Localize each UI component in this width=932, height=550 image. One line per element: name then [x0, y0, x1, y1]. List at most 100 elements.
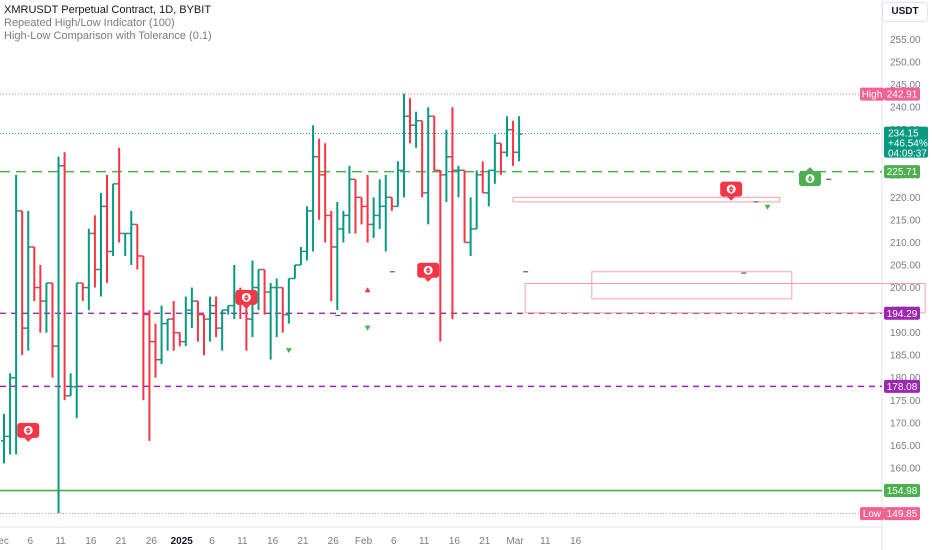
arrow-down-glyph — [243, 297, 249, 301]
ohlc-bar — [310, 125, 317, 252]
marker-pointer — [424, 277, 433, 282]
ohlc-bar — [43, 282, 50, 333]
ohlc-bar — [219, 309, 226, 351]
ohlc-bar — [510, 120, 517, 166]
ohlc-bar — [7, 373, 14, 455]
arrow-down-glyph — [807, 179, 813, 183]
y-tick-label: 210.00 — [890, 238, 921, 249]
indicator-high-low-comparison[interactable]: High-Low Comparison with Tolerance (0.1) — [4, 30, 212, 42]
x-tick-label: 21 — [116, 536, 128, 547]
ohlc-bar — [334, 201, 341, 311]
sell-marker — [17, 422, 40, 442]
marker-pointer — [242, 304, 251, 309]
level-axis-label: 242.91 High — [860, 87, 920, 101]
ohlc-bar — [376, 179, 383, 229]
ohlc-bar — [291, 264, 298, 280]
ohlc-bar — [225, 304, 232, 315]
ohlc-bar — [346, 165, 353, 234]
currency-button[interactable]: USDT — [882, 2, 928, 22]
arrow-up-glyph — [425, 267, 431, 271]
ohlc-bar — [140, 255, 147, 401]
ohlc-bar — [146, 310, 153, 441]
ohlc-bar — [122, 232, 129, 256]
ohlc-bar — [255, 268, 262, 311]
x-tick-label: 11 — [237, 536, 248, 547]
axis-prefix-text: Low — [863, 509, 882, 520]
marker-pointer — [24, 437, 33, 442]
symbol-title[interactable]: XMRUSDT Perpetual Contract, 1D, BYBIT — [4, 4, 212, 16]
countdown: 04:09:37 — [888, 149, 927, 160]
ohlc-bar — [400, 93, 407, 198]
ohlc-bar — [279, 286, 286, 333]
ohlc-bar — [431, 115, 438, 172]
arrow-up-glyph — [25, 427, 31, 431]
ohlc-bar — [413, 111, 420, 148]
ohlc-bar — [461, 169, 468, 244]
arrow-up-glyph — [807, 175, 813, 179]
ohlc-bar — [328, 210, 335, 302]
ohlc-bar — [91, 215, 98, 288]
axis-label-box — [884, 507, 920, 521]
ohlc-bar — [479, 161, 486, 194]
marker-pointer — [805, 167, 814, 172]
ohlc-bar — [134, 223, 141, 270]
price-value: 234.15 — [888, 129, 919, 140]
axis-label-box — [884, 165, 920, 179]
sell-marker — [417, 262, 440, 282]
x-tick-label: 26 — [328, 536, 340, 547]
sell-marker — [720, 181, 743, 201]
ohlc-bar — [85, 228, 92, 311]
axis-prefix-box — [860, 507, 884, 521]
axis-label-box — [884, 306, 920, 320]
axis-label-box — [884, 87, 920, 101]
ohlc-bar — [419, 119, 426, 198]
ohlc-bar — [116, 147, 123, 243]
axis-label-box — [884, 484, 920, 498]
ohlc-series — [1, 93, 523, 513]
ohlc-bar — [67, 373, 74, 397]
axis-label-box — [884, 379, 920, 393]
ohlc-bar — [49, 282, 56, 378]
ohlc-bar — [497, 142, 504, 175]
y-tick-label: 180.00 — [890, 373, 921, 384]
signal-triangle — [764, 204, 771, 210]
x-tick-label: 11 — [419, 536, 430, 547]
ohlc-bar — [437, 169, 444, 342]
ohlc-bar — [382, 174, 389, 252]
ohlc-bar — [322, 143, 329, 243]
ohlc-bar — [170, 301, 177, 351]
y-tick-label: 190.00 — [890, 328, 921, 339]
ohlc-bar — [340, 210, 347, 243]
ohlc-bar — [61, 152, 68, 401]
x-tick-label: 16 — [570, 536, 582, 547]
ohlc-bar — [1, 413, 7, 464]
ohlc-bar — [73, 282, 80, 419]
x-tick-label: Dec — [0, 536, 9, 547]
indicator-repeated-high-low[interactable]: Repeated High/Low Indicator (100) — [4, 17, 175, 29]
y-tick-label: 185.00 — [890, 351, 921, 362]
ohlc-bar — [449, 107, 456, 320]
current-price-label: 234.15+46.54%04:09:37 — [884, 126, 928, 160]
ohlc-bar — [207, 296, 214, 342]
y-tick-label: 200.00 — [890, 283, 921, 294]
price-label-box — [884, 126, 928, 158]
y-tick-label: 165.00 — [890, 441, 921, 452]
y-tick-label: 220.00 — [890, 193, 921, 204]
ohlc-bar — [182, 296, 189, 347]
signal-triangle — [364, 325, 371, 331]
axis-label-text: 225.71 — [887, 167, 918, 178]
ohlc-bar — [152, 323, 159, 378]
ohlc-bar — [267, 283, 274, 360]
y-tick-label: 170.00 — [890, 418, 921, 429]
ohlc-bar — [491, 134, 498, 184]
ohlc-bar — [467, 197, 474, 256]
y-tick-label: 245.00 — [890, 80, 921, 91]
axis-prefix-box — [860, 87, 884, 101]
ohlc-bar — [261, 268, 268, 315]
ohlc-bar — [128, 210, 135, 265]
ohlc-bar — [55, 156, 62, 513]
signal-triangle — [364, 287, 371, 293]
range-box — [591, 271, 793, 300]
sell-marker — [235, 289, 258, 309]
